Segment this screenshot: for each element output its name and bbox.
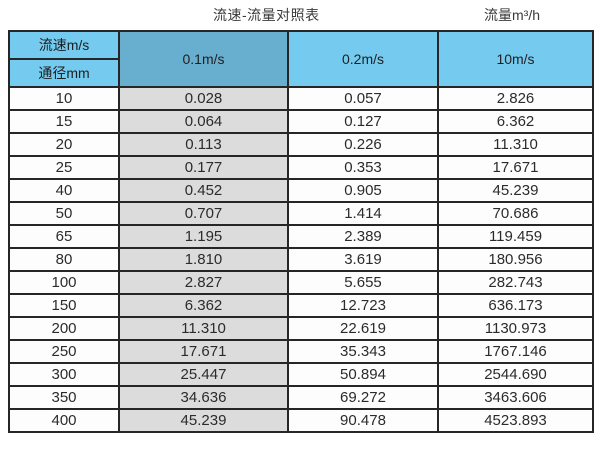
flow-value-cell: 1.414: [287, 201, 439, 226]
flow-value-cell: 70.686: [437, 201, 594, 226]
table-row: 400 45.239 90.478 4523.893: [8, 408, 594, 433]
flow-value-cell: 6.362: [437, 109, 594, 134]
flow-value-cell: 0.226: [287, 132, 439, 157]
diameter-cell: 200: [8, 316, 120, 341]
table-row: 300 25.447 50.894 2544.690: [8, 362, 594, 387]
flow-value-cell: 25.447: [118, 362, 289, 387]
table-row: 65 1.195 2.389 119.459: [8, 224, 594, 249]
diameter-cell: 80: [8, 247, 120, 272]
flow-rate-table: 流速m/s 0.1m/s 0.2m/s 10m/s 通径mm 10 0.028 0.…: [8, 30, 594, 433]
table-row: 100 2.827 5.655 282.743: [8, 270, 594, 295]
flow-value-cell: 0.707: [118, 201, 289, 226]
flow-value-cell: 11.310: [118, 316, 289, 341]
flow-value-cell: 1.195: [118, 224, 289, 249]
flow-value-cell: 2.389: [287, 224, 439, 249]
flow-value-cell: 0.113: [118, 132, 289, 157]
flow-value-cell: 11.310: [437, 132, 594, 157]
page-title: 流速-流量对照表: [213, 7, 320, 23]
diameter-cell: 10: [8, 86, 120, 111]
flow-value-cell: 0.452: [118, 178, 289, 203]
flow-value-cell: 0.028: [118, 86, 289, 111]
corner-diameter-header: 通径mm: [8, 58, 120, 88]
flow-value-cell: 22.619: [287, 316, 439, 341]
table-row: 40 0.452 0.905 45.239: [8, 178, 594, 203]
flow-unit-label: 流量m³/h: [484, 7, 540, 23]
diameter-cell: 50: [8, 201, 120, 226]
flow-value-cell: 5.655: [287, 270, 439, 295]
diameter-cell: 20: [8, 132, 120, 157]
flow-value-cell: 2.826: [437, 86, 594, 111]
flow-value-cell: 0.353: [287, 155, 439, 180]
flow-value-cell: 0.057: [287, 86, 439, 111]
flow-value-cell: 35.343: [287, 339, 439, 364]
flow-value-cell: 282.743: [437, 270, 594, 295]
flow-value-cell: 50.894: [287, 362, 439, 387]
flow-value-cell: 180.956: [437, 247, 594, 272]
table-row: 200 11.310 22.619 1130.973: [8, 316, 594, 341]
header-row-bottom: 通径mm: [8, 58, 593, 88]
title-bar: 流速-流量对照表 流量m³/h: [0, 0, 600, 30]
table-row: 50 0.707 1.414 70.686: [8, 201, 594, 226]
flow-value-cell: 17.671: [118, 339, 289, 364]
table-row: 20 0.113 0.226 11.310: [8, 132, 594, 157]
table-row: 150 6.362 12.723 636.173: [8, 293, 594, 318]
flow-value-cell: 3.619: [287, 247, 439, 272]
flow-value-cell: 45.239: [118, 408, 289, 433]
flow-value-cell: 0.064: [118, 109, 289, 134]
flow-value-cell: 34.636: [118, 385, 289, 410]
diameter-cell: 65: [8, 224, 120, 249]
table-row: 250 17.671 35.343 1767.146: [8, 339, 594, 364]
header-row-top: 流速m/s 0.1m/s 0.2m/s 10m/s: [8, 30, 594, 88]
column-header-02ms: 0.2m/s: [287, 30, 439, 88]
column-header-01ms: 0.1m/s: [118, 30, 289, 88]
table-body: 10 0.028 0.057 2.826 15 0.064 0.127 6.362 20 0.11…: [8, 86, 594, 433]
diameter-cell: 40: [8, 178, 120, 203]
diameter-cell: 15: [8, 109, 120, 134]
flow-value-cell: 0.127: [287, 109, 439, 134]
table-row: 25 0.177 0.353 17.671: [8, 155, 594, 180]
flow-value-cell: 0.177: [118, 155, 289, 180]
flow-value-cell: 17.671: [437, 155, 594, 180]
page: 流速-流量对照表 流量m³/h 流速m/s 0.1m/s 0.2m/s 10m/…: [0, 0, 600, 433]
flow-value-cell: 636.173: [437, 293, 594, 318]
flow-value-cell: 1130.973: [437, 316, 594, 341]
flow-value-cell: 1767.146: [437, 339, 594, 364]
column-header-10ms: 10m/s: [437, 30, 594, 88]
flow-value-cell: 6.362: [118, 293, 289, 318]
table-row: 15 0.064 0.127 6.362: [8, 109, 594, 134]
diameter-cell: 350: [8, 385, 120, 410]
table-row: 80 1.810 3.619 180.956: [8, 247, 594, 272]
diameter-cell: 100: [8, 270, 120, 295]
flow-value-cell: 2544.690: [437, 362, 594, 387]
diameter-cell: 250: [8, 339, 120, 364]
diameter-cell: 400: [8, 408, 120, 433]
flow-value-cell: 12.723: [287, 293, 439, 318]
flow-value-cell: 4523.893: [437, 408, 594, 433]
flow-value-cell: 45.239: [437, 178, 594, 203]
table-row: 350 34.636 69.272 3463.606: [8, 385, 594, 410]
diameter-cell: 150: [8, 293, 120, 318]
flow-value-cell: 1.810: [118, 247, 289, 272]
diameter-cell: 25: [8, 155, 120, 180]
flow-value-cell: 0.905: [287, 178, 439, 203]
flow-value-cell: 119.459: [437, 224, 594, 249]
flow-value-cell: 3463.606: [437, 385, 594, 410]
flow-value-cell: 2.827: [118, 270, 289, 295]
flow-value-cell: 69.272: [287, 385, 439, 410]
diameter-cell: 300: [8, 362, 120, 387]
table-header: 流速m/s 0.1m/s 0.2m/s 10m/s 通径mm: [8, 30, 594, 88]
table-row: 10 0.028 0.057 2.826: [8, 86, 594, 111]
corner-velocity-header: 流速m/s: [8, 30, 120, 60]
flow-value-cell: 90.478: [287, 408, 439, 433]
